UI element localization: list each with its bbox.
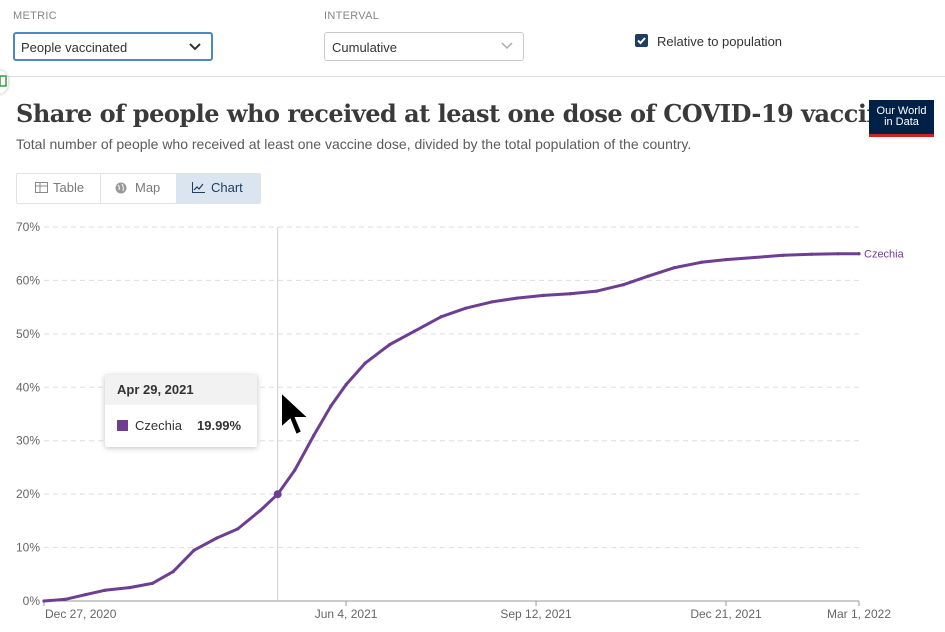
line-chart[interactable]: 0% 10% 20% 30% 40% 50% 60% 70% Dec 27, 2020 Jun 4… <box>0 215 945 632</box>
data-point <box>752 255 757 260</box>
data-point <box>363 361 367 365</box>
y-tick-label: 40% <box>16 380 40 394</box>
data-point <box>781 253 785 257</box>
data-point <box>103 588 107 592</box>
highlight-point <box>273 490 282 499</box>
data-point <box>236 527 240 531</box>
x-tick-label: Mar 1, 2022 <box>827 607 891 621</box>
data-point <box>439 315 443 319</box>
series-line-czechia <box>42 252 861 603</box>
y-tick-label: 20% <box>16 487 40 501</box>
data-point <box>857 252 861 256</box>
tooltip-series-name: Czechia <box>135 418 182 433</box>
y-tick-label: 50% <box>16 327 40 341</box>
tooltip-series-swatch <box>117 420 128 431</box>
tab-label: Table <box>53 180 85 195</box>
owid-logo[interactable]: Our World in Data <box>869 100 934 137</box>
table-icon <box>35 182 48 193</box>
tab-label: Map <box>135 180 161 195</box>
data-point <box>42 599 46 603</box>
data-point <box>312 433 316 437</box>
x-tick-label: Dec 27, 2020 <box>45 607 117 621</box>
series-end-label: Czechia <box>864 249 905 261</box>
data-point <box>699 260 703 264</box>
logo-line1: Our World <box>876 105 927 117</box>
data-point <box>171 570 175 574</box>
data-point <box>809 252 814 256</box>
tab-label: Chart <box>211 180 243 195</box>
data-point <box>63 597 67 601</box>
data-point <box>836 252 840 256</box>
view-tabs: Table Map Chart <box>16 173 261 204</box>
metric-label: METRIC <box>13 10 57 22</box>
tab-table[interactable]: Table <box>17 174 100 203</box>
data-point <box>464 306 468 310</box>
data-point <box>215 536 219 540</box>
data-point <box>542 293 546 297</box>
relative-checkbox[interactable] <box>635 34 648 47</box>
tooltip-date: Apr 29, 2021 <box>105 375 257 405</box>
chart-title: Share of people who received at least on… <box>16 99 899 128</box>
interval-label: INTERVAL <box>324 10 380 22</box>
data-point <box>646 274 650 278</box>
x-tick-label: Sep 12, 2021 <box>500 607 572 621</box>
globe-icon <box>115 182 127 194</box>
data-point <box>621 283 626 287</box>
side-expand-icon[interactable] <box>0 70 8 94</box>
data-point <box>515 296 519 300</box>
data-point <box>258 508 263 512</box>
x-tick-label: Jun 4, 2021 <box>315 607 378 621</box>
controls-bar: METRIC People vaccinated INTERVAL Cumula… <box>0 0 945 77</box>
data-point <box>388 342 392 347</box>
interval-select[interactable]: Cumulative <box>324 32 524 61</box>
data-point <box>412 329 417 333</box>
x-tick-label: Dec 21, 2021 <box>690 607 762 621</box>
y-tick-label: 60% <box>16 273 40 287</box>
logo-line2: in Data <box>884 116 919 128</box>
metric-select[interactable]: People vaccinated <box>13 32 213 61</box>
data-point <box>568 292 572 296</box>
data-point <box>293 468 297 472</box>
y-tick-label: 30% <box>16 434 40 448</box>
tab-map[interactable]: Map <box>100 174 176 203</box>
tab-chart[interactable]: Chart <box>176 174 260 203</box>
data-point <box>724 257 728 262</box>
data-point <box>192 548 196 552</box>
data-point <box>329 404 333 408</box>
chart-subtitle: Total number of people who received at l… <box>16 136 692 152</box>
mouse-cursor-icon <box>280 390 312 437</box>
y-tick-label: 0% <box>23 594 41 608</box>
checkmark-icon <box>637 37 646 45</box>
interval-select-value: Cumulative <box>332 40 398 55</box>
data-point <box>84 592 88 597</box>
line-chart-icon <box>192 182 205 193</box>
data-point <box>127 586 132 590</box>
chevron-down-icon <box>189 43 201 51</box>
data-point <box>490 300 494 304</box>
chevron-down-icon <box>501 42 513 50</box>
y-tick-label: 10% <box>16 541 40 555</box>
relative-checkbox-label[interactable]: Relative to population <box>657 34 783 49</box>
data-point <box>595 289 599 293</box>
metric-select-value: People vaccinated <box>21 40 128 55</box>
data-point <box>150 581 154 585</box>
y-tick-label: 70% <box>16 220 40 234</box>
data-point <box>673 266 677 270</box>
tooltip-value: 19.99% <box>197 418 242 433</box>
chart-tooltip: Apr 29, 2021 Czechia 19.99% <box>105 375 257 447</box>
data-point <box>344 383 348 387</box>
